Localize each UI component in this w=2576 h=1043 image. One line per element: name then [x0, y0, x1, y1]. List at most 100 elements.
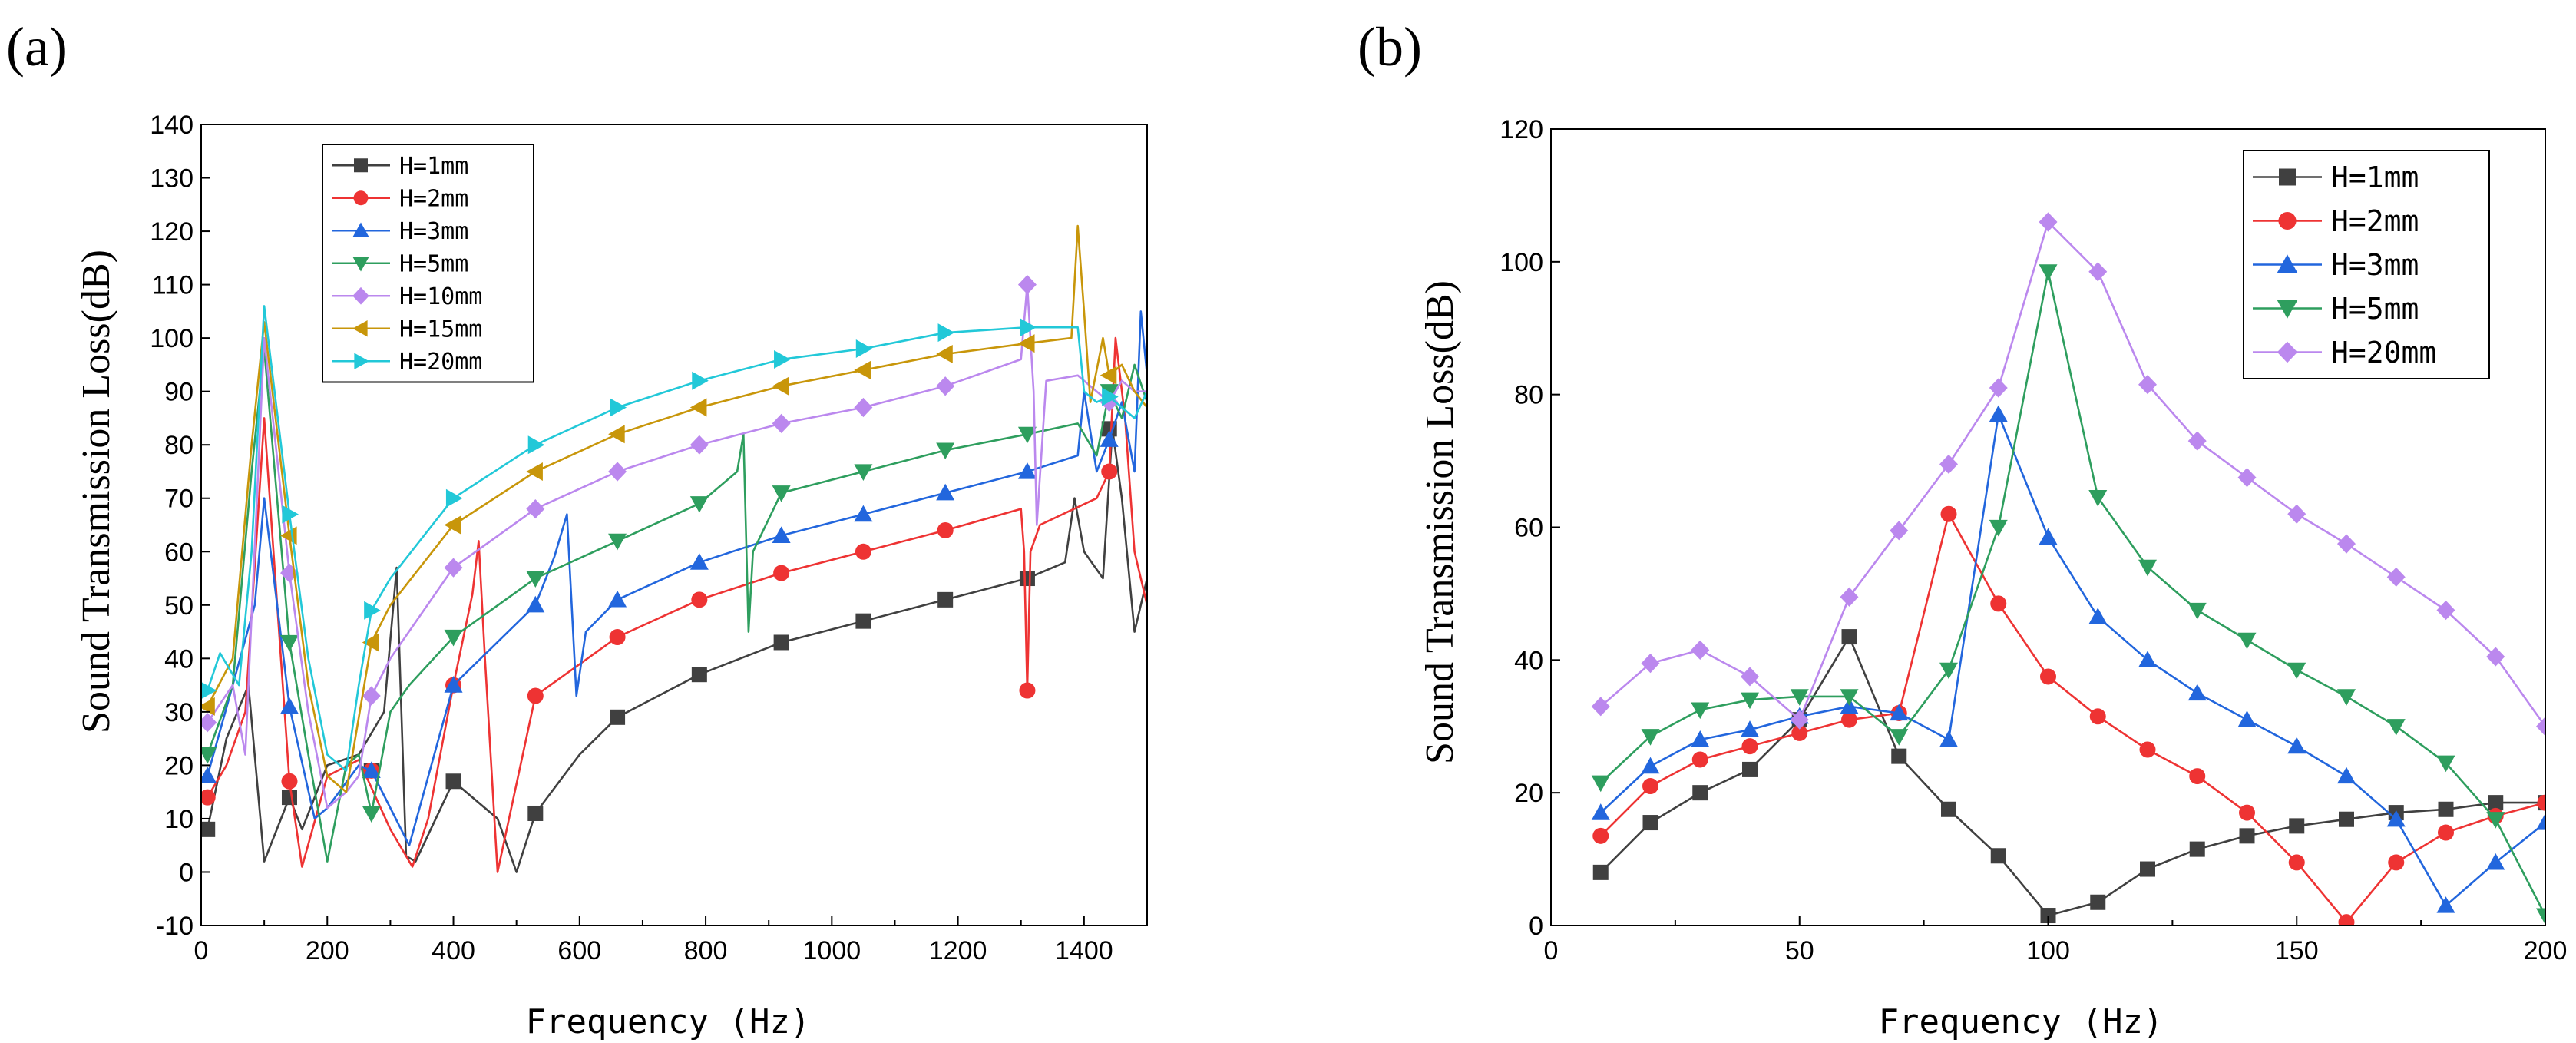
data-point — [692, 371, 709, 390]
data-point — [610, 398, 627, 417]
data-point — [1790, 689, 1809, 706]
data-point — [689, 435, 709, 455]
x-tick-label: 1000 — [803, 936, 861, 965]
y-tick-label: 0 — [179, 858, 193, 887]
data-point — [774, 349, 791, 369]
series-H=10mm — [201, 275, 1147, 810]
data-point — [2337, 689, 2356, 706]
legend-marker — [2278, 211, 2297, 230]
data-point — [1592, 827, 1609, 844]
x-tick-label: 600 — [557, 936, 601, 965]
series-line — [1599, 413, 2545, 907]
data-point — [1100, 366, 1117, 385]
data-point — [281, 773, 298, 790]
data-point — [279, 634, 299, 652]
data-point — [2287, 737, 2306, 754]
data-point — [444, 676, 463, 693]
series-H=5mm — [201, 347, 1147, 863]
data-point — [772, 485, 791, 502]
series-H=1mm — [1592, 629, 2545, 924]
data-point — [526, 595, 545, 613]
data-point — [2536, 717, 2545, 737]
data-point — [2088, 608, 2108, 624]
data-point — [2138, 559, 2157, 577]
data-point — [936, 344, 953, 363]
legend-label: H=2mm — [2331, 204, 2419, 238]
series-group-b — [1591, 212, 2545, 925]
data-point — [444, 629, 463, 647]
data-point — [2187, 602, 2207, 620]
legend-label: H=10mm — [399, 283, 482, 310]
series-line — [207, 336, 1147, 873]
data-point — [201, 681, 217, 700]
data-point — [1102, 387, 1119, 406]
data-point — [444, 558, 463, 578]
data-point — [2138, 651, 2157, 667]
data-point — [1641, 729, 1660, 746]
x-axis-title-a: Frequency (Hz) — [526, 1002, 811, 1041]
data-point — [936, 483, 955, 501]
legend-marker — [2277, 300, 2298, 319]
series-H=20mm — [1591, 212, 2545, 737]
y-tick-label: 20 — [164, 751, 193, 780]
legend-label: H=3mm — [2331, 248, 2419, 282]
legend-marker — [2279, 168, 2296, 186]
data-point — [1591, 697, 1610, 717]
data-point — [1890, 704, 1909, 721]
y-tick-label: 0 — [1529, 912, 1543, 941]
x-tick-label: 400 — [432, 936, 475, 965]
series-H=20mm — [201, 305, 1147, 772]
data-point — [2337, 534, 2356, 554]
data-point — [2438, 824, 2454, 841]
data-point — [2237, 632, 2257, 650]
y-tick-label: 80 — [1514, 381, 1543, 410]
data-point — [1642, 778, 1658, 795]
data-point — [1742, 761, 1758, 777]
x-tick-label: 0 — [1544, 936, 1559, 965]
data-point — [2039, 212, 2058, 232]
data-point — [854, 360, 871, 379]
legend-marker — [353, 190, 369, 206]
data-point — [1641, 654, 1660, 674]
data-point — [362, 806, 381, 823]
y-tick-label: -10 — [156, 912, 193, 941]
data-point — [1989, 378, 2008, 398]
data-point — [2140, 861, 2155, 877]
legend-label: H=15mm — [399, 316, 482, 343]
data-point — [1017, 462, 1037, 479]
y-tick-label: 30 — [164, 698, 193, 727]
series-line — [206, 428, 1147, 873]
data-point — [445, 488, 463, 508]
legend-marker — [352, 257, 369, 272]
x-tick-label: 100 — [2026, 936, 2070, 965]
data-point — [1791, 724, 1808, 741]
legend-label: H=20mm — [2331, 336, 2436, 369]
y-tick-label: 40 — [164, 644, 193, 674]
legend-marker — [354, 158, 368, 173]
series-group-a — [201, 224, 1147, 873]
data-point — [1019, 682, 1036, 699]
chart-panel-b: (b) 0 20 40 60 80 100 120 0 50 100 150 200 Frequenc… — [1357, 16, 2567, 1041]
data-point — [2488, 795, 2504, 811]
data-point — [1941, 801, 1956, 817]
y-tick-label: 130 — [150, 164, 193, 194]
data-point — [1989, 405, 2008, 422]
y-tick-label: 110 — [152, 271, 193, 300]
data-point — [691, 667, 707, 683]
x-tick-label: 1400 — [1055, 936, 1113, 965]
x-tick-label: 800 — [684, 936, 728, 965]
legend-label: H=3mm — [399, 218, 468, 245]
data-point — [1741, 692, 1759, 710]
data-point — [2239, 828, 2255, 844]
data-point — [2288, 854, 2305, 871]
y-axis-title-a: Sound Transmission Loss(dB) — [74, 250, 118, 733]
legend-b: H=1mm H=2mm H=3mm H=5mm H=20mm — [2243, 150, 2490, 379]
data-point — [1017, 426, 1037, 444]
data-point — [2536, 908, 2545, 925]
series-H=2mm — [201, 336, 1147, 873]
data-point — [1741, 667, 1759, 687]
data-point — [201, 821, 216, 837]
data-point — [2189, 841, 2205, 857]
chart-panel-a: (a) -10010203040506070809010011012013014… — [6, 16, 1148, 1041]
data-point — [362, 761, 381, 778]
